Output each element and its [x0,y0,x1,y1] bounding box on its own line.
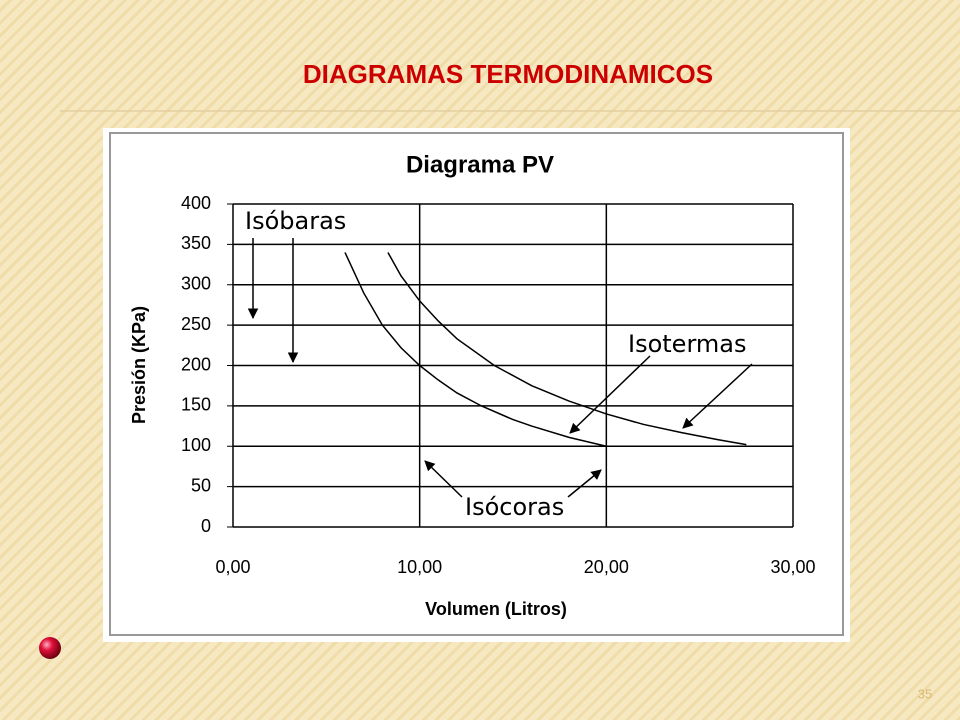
x-tick-label: 20,00 [584,557,629,577]
chart-frame [103,128,850,642]
bullet-ball [39,637,61,659]
x-tick-label: 30,00 [770,557,815,577]
annotation: Isóbaras [245,207,346,235]
y-axis-label: Presión (KPa) [129,306,149,424]
annotation-arrow [567,469,602,498]
slide-title: DIAGRAMAS TERMODINAMICOS [303,59,713,89]
isotherm-line [344,252,607,447]
annotation-arrow [424,460,463,498]
page-number: 35 [918,686,932,701]
y-tick-label: 100 [181,435,211,455]
x-axis-label: Volumen (Litros) [425,599,567,619]
chart: Diagrama PV Volumen (Litros) Presión (KP… [129,151,816,618]
annotation: Isotermas [628,330,746,358]
y-tick-label: 250 [181,314,211,334]
y-tick-label: 300 [181,274,211,294]
annotation-arrow [682,363,753,429]
annotation: Isócoras [465,493,564,521]
y-tick-label: 50 [191,475,211,495]
y-tick-label: 400 [181,193,211,213]
chart-border [109,132,844,636]
x-tick-label: 10,00 [397,557,442,577]
chart-title: Diagrama PV [406,151,554,178]
annotation-arrow [569,355,651,434]
y-tick-label: 350 [181,233,211,253]
isotherm-line [387,252,747,446]
y-tick-label: 0 [201,516,211,536]
y-tick-label: 200 [181,354,211,374]
y-tick-label: 150 [181,395,211,415]
x-tick-label: 0,00 [215,557,250,577]
